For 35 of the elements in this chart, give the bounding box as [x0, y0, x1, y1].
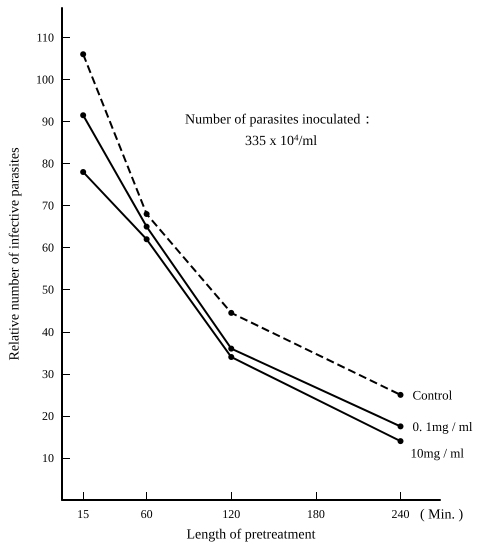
point — [398, 423, 404, 430]
y-tick-label: 10 — [42, 450, 54, 465]
series-label: 0. 1mg / ml — [412, 418, 473, 434]
point — [228, 310, 234, 316]
x-tick-label: 60 — [140, 507, 153, 521]
y-tick-label: 80 — [42, 156, 54, 171]
point — [144, 224, 150, 230]
point — [228, 346, 234, 352]
y-tick-label: 100 — [36, 72, 54, 86]
y-tick-label: 60 — [42, 240, 54, 255]
point — [80, 112, 86, 118]
point — [80, 51, 86, 58]
point — [228, 354, 234, 360]
y-tick-label: 30 — [42, 366, 54, 381]
x-tick-label: 180 — [306, 507, 325, 521]
x-tick-label: 15 — [77, 507, 90, 521]
point — [144, 236, 150, 242]
x-tick-label: 240 — [392, 507, 410, 521]
x-tick-label: 120 — [222, 507, 240, 521]
point — [398, 392, 404, 398]
y-tick-label: 110 — [36, 30, 54, 44]
y-tick-label: 50 — [42, 282, 54, 297]
annotation: Number of parasites inoculated： — [185, 112, 374, 128]
series-label: 10mg / ml — [410, 446, 464, 461]
series-label: Control — [412, 387, 453, 402]
y-tick-label: 40 — [42, 324, 54, 339]
y-axis-title: Relative number of infective parasites — [8, 147, 22, 361]
x-axis-title: Length of pretreatment — [186, 528, 316, 542]
y-tick-label: 90 — [42, 114, 54, 129]
point — [80, 169, 86, 175]
y-tick-label: 20 — [42, 408, 54, 423]
point — [144, 211, 150, 218]
text: ( Min. ) — [420, 508, 464, 522]
point — [398, 438, 404, 444]
y-tick-label: 70 — [42, 198, 54, 213]
